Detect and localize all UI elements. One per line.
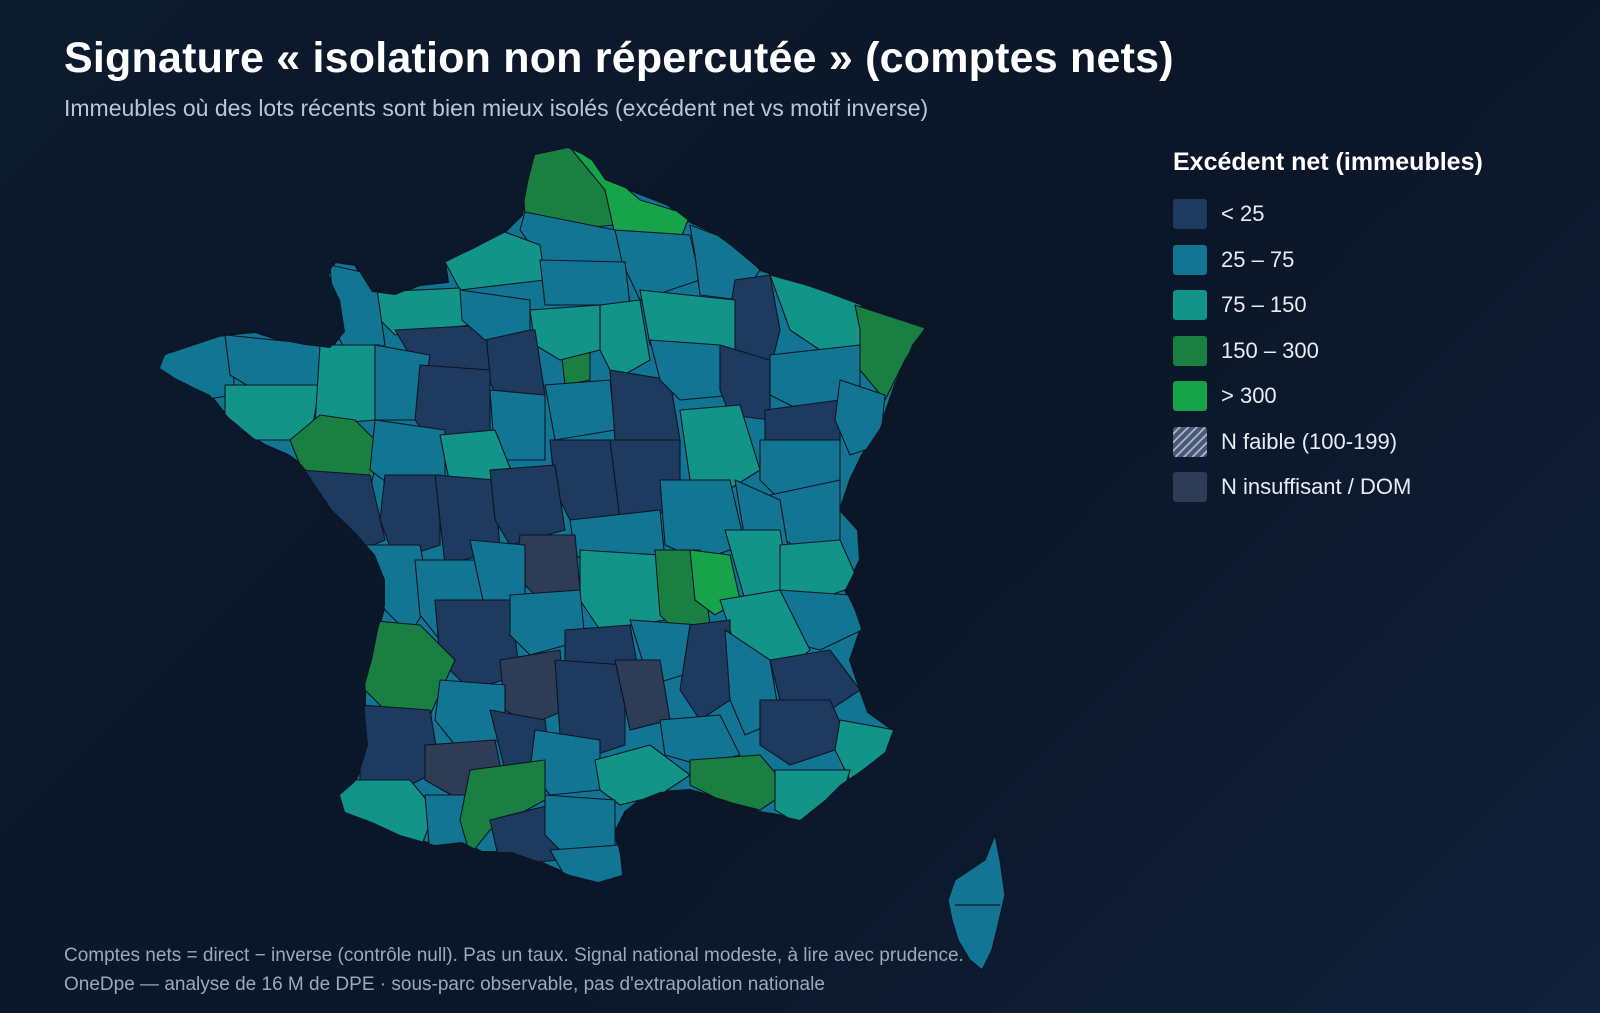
legend-item: 150 – 300	[1173, 334, 1483, 368]
department-oise	[539, 259, 631, 306]
legend-swatch	[1173, 472, 1207, 502]
departments	[160, 148, 925, 882]
legend-swatch	[1173, 381, 1207, 411]
department-saone-et-loire	[659, 479, 746, 561]
department-haut-rhin	[834, 379, 886, 456]
department-ardeche	[679, 619, 731, 721]
legend-label: 150 – 300	[1221, 337, 1319, 363]
department-morbihan	[224, 384, 321, 441]
department-ille-et-vilaine	[314, 344, 381, 426]
legend-item: 75 – 150	[1173, 288, 1483, 322]
legend-item: 25 – 75	[1173, 243, 1483, 277]
department-haute-garonne	[459, 759, 546, 856]
legend-swatch-hatched	[1173, 426, 1207, 457]
legend-item: > 300	[1173, 379, 1483, 413]
legend-title: Excédent net (immeubles)	[1173, 148, 1483, 176]
department-seine-maritime	[444, 231, 546, 291]
page-title: Signature « isolation non répercutée » (…	[64, 34, 1174, 82]
legend-swatch	[1173, 335, 1207, 366]
legend-label: < 25	[1221, 201, 1265, 226]
department-haute-marne	[719, 344, 771, 421]
department-puy-de-dome	[579, 549, 666, 631]
legend-label: 75 – 150	[1221, 292, 1307, 317]
department-bouches-du-rhone	[689, 754, 791, 811]
footer: Comptes nets = direct − inverse (contrôl…	[64, 941, 964, 999]
legend-swatch	[1173, 199, 1207, 229]
department-pyrenees-orientales	[549, 844, 626, 882]
department-corse	[947, 832, 1006, 971]
legend-label: N insuffisant / DOM	[1221, 474, 1412, 499]
legend-label: > 300	[1221, 383, 1277, 408]
footer-note: Comptes nets = direct − inverse (contrôl…	[64, 945, 964, 966]
department-calvados	[459, 289, 531, 341]
corsica	[947, 832, 1006, 971]
department-aisne	[614, 229, 701, 301]
department-aube	[649, 339, 736, 401]
legend-label: 25 – 75	[1221, 246, 1295, 272]
department-loiret	[544, 379, 616, 441]
legend-label: N faible (100-199)	[1221, 428, 1398, 454]
legend-swatch	[1173, 244, 1207, 275]
department-var	[774, 769, 851, 826]
legend-item: N faible (100-199)	[1173, 425, 1483, 459]
legend: Excédent net (immeubles) < 25 25 – 75 75…	[1173, 148, 1483, 516]
legend-item: N insuffisant / DOM	[1173, 470, 1483, 504]
legend-item: < 25	[1173, 197, 1483, 231]
legend-swatch	[1173, 290, 1207, 320]
department-aveyron	[554, 659, 626, 761]
footer-source: OneDpe — analyse de 16 M de DPE · sous-p…	[64, 974, 825, 995]
page-subtitle: Immeubles où des lots récents sont bien …	[64, 95, 929, 121]
mainland-france	[158, 146, 927, 884]
department-alpes-de-haute-provence	[759, 699, 851, 766]
